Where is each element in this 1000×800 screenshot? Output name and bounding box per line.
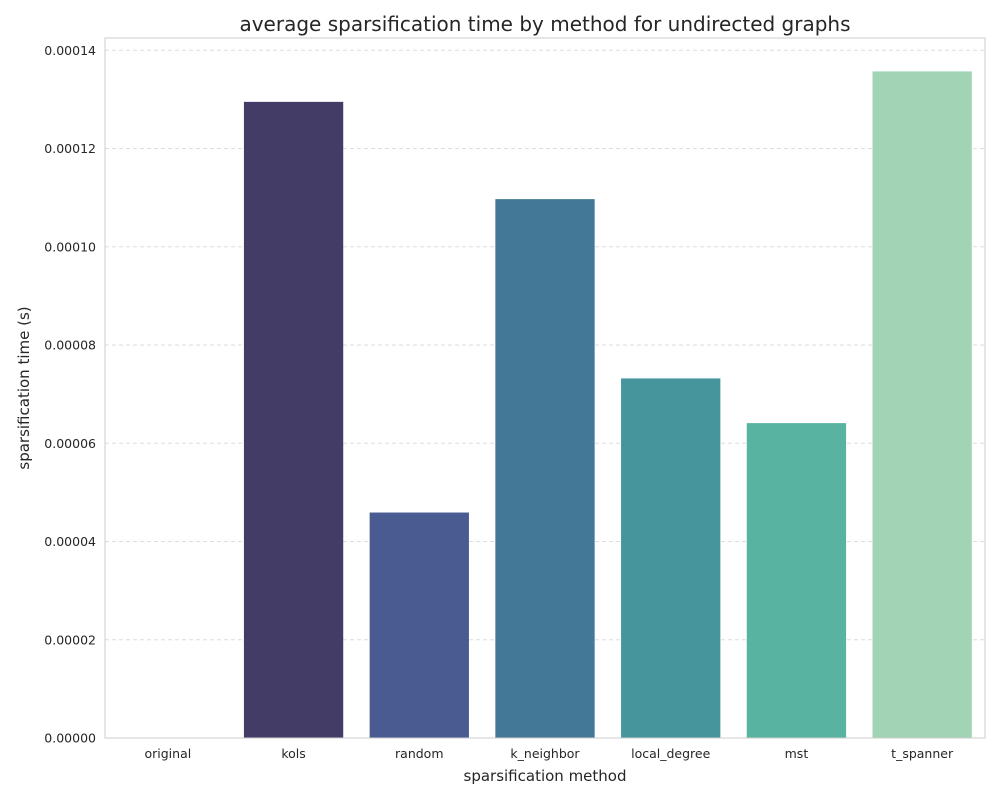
bar-t-spanner (872, 71, 972, 739)
x-axis-label: sparsification method (464, 767, 627, 785)
y-tick-label: 0.00002 (44, 632, 96, 647)
y-tick-label: 0.00014 (44, 43, 96, 58)
bar-k-neighbor (495, 199, 595, 738)
y-tick-label: 0.00008 (44, 338, 96, 353)
x-tick-label: kols (281, 746, 305, 761)
y-tick-label: 0.00012 (44, 141, 96, 156)
y-axis-label: sparsification time (s) (15, 306, 33, 469)
y-tick-label: 0.00010 (44, 239, 96, 254)
x-tick-label: random (395, 746, 443, 761)
x-tick-label: t_spanner (891, 746, 954, 761)
x-tick-label: k_neighbor (510, 746, 580, 761)
bar-local-degree (621, 378, 721, 738)
bar-mst (746, 423, 847, 738)
x-tick-label: original (144, 746, 191, 761)
x-tick-labels: original kols random k_neighbor local_degree… (144, 746, 953, 761)
y-tick-labels: 0.00000 0.00002 0.00004 0.00006 0.00008 0.000… (44, 43, 96, 746)
y-tick-label: 0.00006 (44, 436, 96, 451)
chart-title: average sparsification time by method fo… (239, 12, 850, 36)
x-tick-label: local_degree (631, 746, 710, 761)
bars (243, 71, 972, 739)
y-tick-label: 0.00004 (44, 534, 96, 549)
plot-frame (104, 37, 986, 739)
bar-random (369, 512, 469, 738)
y-tick-label: 0.00000 (44, 731, 96, 746)
x-tick-label: mst (785, 746, 809, 761)
bar-kols (243, 101, 344, 739)
